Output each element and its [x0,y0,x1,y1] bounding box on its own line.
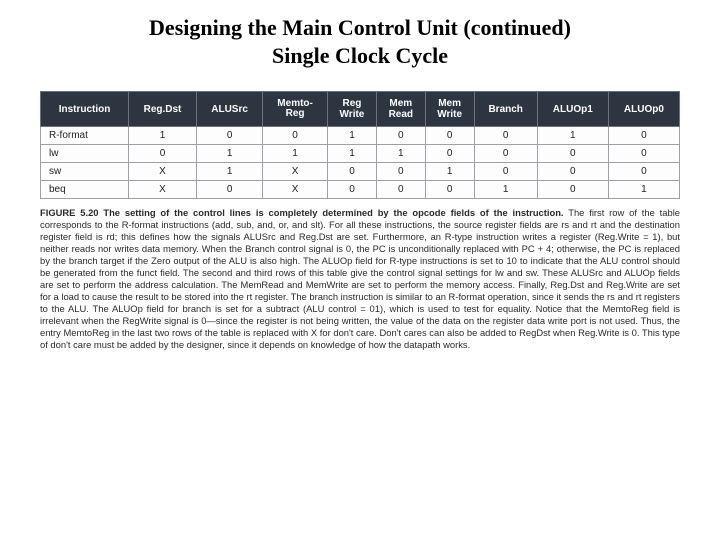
caption-lead: FIGURE 5.20 The setting of the control l… [40,207,564,218]
table-header-cell: Branch [474,92,537,127]
table-header-cell: Memto-Reg [263,92,328,127]
slide-title: Designing the Main Control Unit (continu… [40,14,680,69]
value-cell: X [263,163,328,181]
value-cell: 1 [537,127,608,145]
table-row: beqX0X000101 [41,181,680,199]
value-cell: X [129,163,197,181]
instruction-cell: sw [41,163,129,181]
table-row: lw011110000 [41,145,680,163]
control-signal-table: InstructionReg.DstALUSrcMemto-RegRegWrit… [40,91,680,199]
caption-body: The first row of the table corresponds t… [40,207,680,350]
value-cell: 0 [608,127,679,145]
value-cell: 0 [377,163,426,181]
value-cell: 0 [327,181,376,199]
value-cell: 1 [327,145,376,163]
table-header-cell: RegWrite [327,92,376,127]
instruction-cell: beq [41,181,129,199]
table-header-cell: Reg.Dst [129,92,197,127]
value-cell: 0 [263,127,328,145]
value-cell: 0 [474,163,537,181]
value-cell: 0 [327,163,376,181]
value-cell: 0 [474,127,537,145]
value-cell: 1 [129,127,197,145]
instruction-cell: lw [41,145,129,163]
table-header-cell: Instruction [41,92,129,127]
value-cell: 0 [608,163,679,181]
value-cell: 0 [474,145,537,163]
value-cell: 1 [474,181,537,199]
value-cell: 1 [327,127,376,145]
value-cell: 0 [196,127,262,145]
table-header-cell: ALUOp0 [608,92,679,127]
value-cell: 0 [425,127,474,145]
value-cell: 0 [608,145,679,163]
title-line-2: Single Clock Cycle [272,43,448,68]
control-table-wrap: InstructionReg.DstALUSrcMemto-RegRegWrit… [40,91,680,199]
value-cell: 1 [196,163,262,181]
value-cell: 0 [425,181,474,199]
value-cell: 0 [377,181,426,199]
value-cell: 0 [537,181,608,199]
instruction-cell: R-format [41,127,129,145]
slide: Designing the Main Control Unit (continu… [0,0,720,351]
value-cell: 1 [425,163,474,181]
table-body: R-format100100010lw011110000swX1X001000b… [41,127,680,199]
table-header-cell: ALUSrc [196,92,262,127]
table-header-row: InstructionReg.DstALUSrcMemto-RegRegWrit… [41,92,680,127]
value-cell: 0 [129,145,197,163]
table-row: R-format100100010 [41,127,680,145]
value-cell: 0 [537,163,608,181]
value-cell: 0 [196,181,262,199]
table-header-cell: MemRead [377,92,426,127]
title-line-1: Designing the Main Control Unit (continu… [149,15,571,40]
value-cell: 1 [263,145,328,163]
value-cell: 1 [608,181,679,199]
value-cell: X [263,181,328,199]
value-cell: 0 [377,127,426,145]
value-cell: 1 [377,145,426,163]
figure-caption: FIGURE 5.20 The setting of the control l… [40,207,680,351]
value-cell: 0 [537,145,608,163]
value-cell: X [129,181,197,199]
value-cell: 1 [196,145,262,163]
table-header-cell: MemWrite [425,92,474,127]
value-cell: 0 [425,145,474,163]
table-row: swX1X001000 [41,163,680,181]
table-header-cell: ALUOp1 [537,92,608,127]
